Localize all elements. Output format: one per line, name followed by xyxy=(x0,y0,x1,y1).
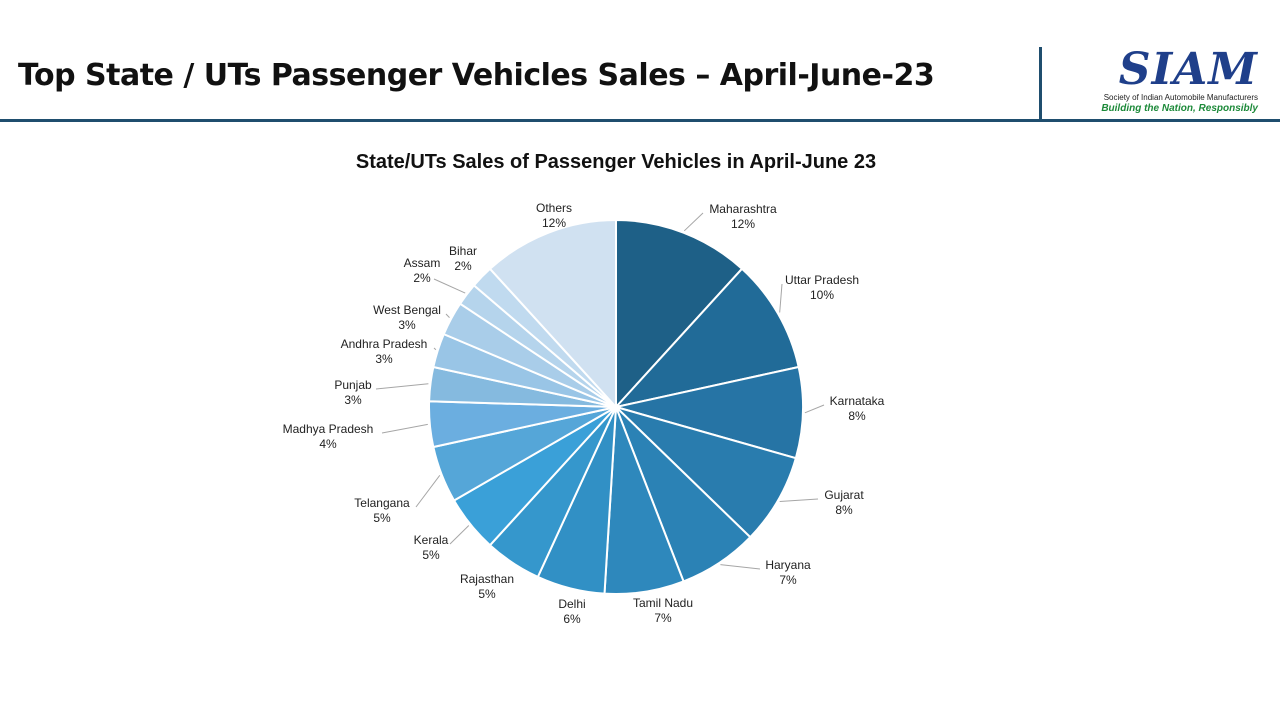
leader-line xyxy=(433,347,437,351)
slice-label-value: 3% xyxy=(398,318,416,332)
pie-slice-uttar-pradesh xyxy=(613,267,800,409)
slice-label-value: 6% xyxy=(563,612,581,626)
pie-slice-karnataka xyxy=(615,365,804,460)
header-rule xyxy=(0,119,1280,122)
slice-label-name: Punjab xyxy=(334,378,372,392)
leader-line xyxy=(433,278,466,294)
slice-label-name: Gujarat xyxy=(824,488,864,502)
slice-label-name: Haryana xyxy=(765,558,811,572)
leader-line xyxy=(415,474,441,508)
leader-line xyxy=(779,283,783,313)
leader-line xyxy=(779,498,819,502)
slice-label-value: 8% xyxy=(835,503,853,517)
slice-label-value: 8% xyxy=(848,409,866,423)
slice-label-value: 5% xyxy=(422,548,440,562)
leader-line xyxy=(804,404,825,414)
slice-label-value: 4% xyxy=(319,437,337,451)
slice-label-name: West Bengal xyxy=(373,303,441,317)
logo-divider xyxy=(1039,47,1042,121)
slice-label-name: Kerala xyxy=(414,533,449,547)
pie-slices xyxy=(428,218,804,595)
slice-label-name: Delhi xyxy=(558,597,585,611)
slice-label-name: Rajasthan xyxy=(460,572,514,586)
logo-tagline: Building the Nation, Responsibly xyxy=(1101,103,1258,114)
slice-label-value: 7% xyxy=(654,611,672,625)
leader-line xyxy=(375,383,429,390)
leader-line xyxy=(720,564,761,570)
slice-label-value: 3% xyxy=(375,352,393,366)
slide-title: Top State / UTs Passenger Vehicles Sales… xyxy=(18,58,935,93)
slice-label-name: Maharashtra xyxy=(709,202,777,216)
slice-label-value: 5% xyxy=(478,587,496,601)
leader-line xyxy=(683,212,704,232)
slice-label-value: 12% xyxy=(731,217,755,231)
chart-title: State/UTs Sales of Passenger Vehicles in… xyxy=(356,151,876,173)
slice-label-value: 7% xyxy=(779,573,797,587)
slice-label-name: Tamil Nadu xyxy=(633,596,693,610)
slice-label-name: Assam xyxy=(404,256,441,270)
slice-label-name: Karnataka xyxy=(830,394,885,408)
slice-label-value: 3% xyxy=(344,393,362,407)
logo-wordmark: SIAM xyxy=(1118,44,1258,95)
slice-label-value: 2% xyxy=(454,259,472,273)
slice-label-name: Telangana xyxy=(354,496,410,510)
leader-line xyxy=(449,525,470,545)
slice-label-name: Andhra Pradesh xyxy=(341,337,428,351)
slice-label-name: Madhya Pradesh xyxy=(283,422,374,436)
pie-slice-others xyxy=(488,218,617,410)
slice-label-value: 12% xyxy=(542,216,566,230)
slice-label-value: 10% xyxy=(810,288,834,302)
slice-label-value: 2% xyxy=(413,271,431,285)
leader-lines xyxy=(375,212,825,570)
siam-logo: SIAM Society of Indian Automobile Manufa… xyxy=(1062,48,1258,115)
leader-line xyxy=(381,423,428,434)
slice-label-name: Others xyxy=(536,201,572,215)
leader-line xyxy=(445,313,450,318)
logo-subtitle: Society of Indian Automobile Manufacture… xyxy=(1103,93,1258,102)
pie-slice-maharashtra xyxy=(615,218,744,410)
slice-label-name: Uttar Pradesh xyxy=(785,273,859,287)
pie-slice-gujarat xyxy=(615,406,798,539)
slice-label-value: 5% xyxy=(373,511,391,525)
slice-label-name: Bihar xyxy=(449,244,477,258)
